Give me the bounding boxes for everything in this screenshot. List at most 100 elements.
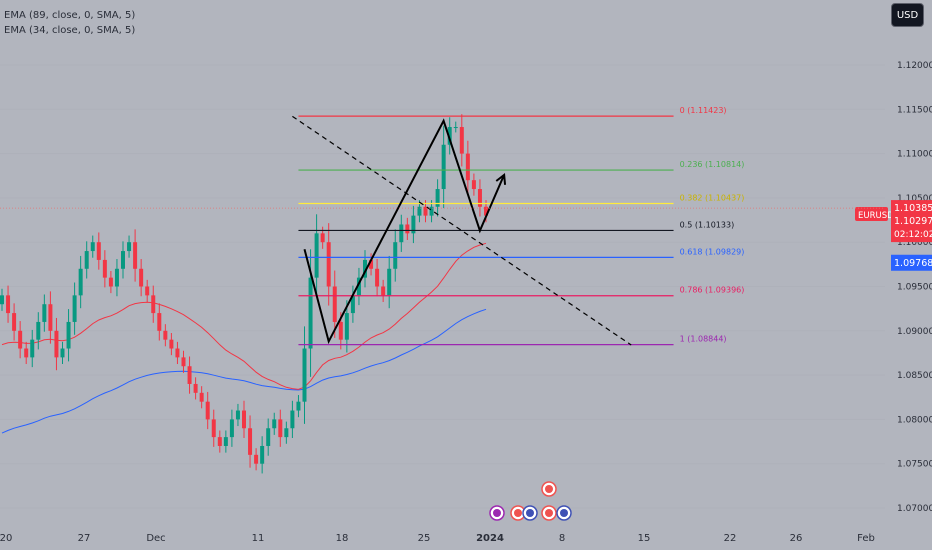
time-tick-label: Dec	[146, 533, 165, 544]
candle-body	[411, 215, 416, 234]
current-price-badge	[891, 200, 932, 243]
candle-body	[465, 153, 470, 181]
price-tick-label: 1.08500	[897, 371, 932, 381]
candle-body	[399, 224, 404, 243]
currency-button[interactable]: USD	[891, 3, 924, 27]
fib-level-label: 1 (1.08844)	[680, 335, 727, 344]
candle-body	[320, 233, 325, 243]
fib-level-label: 0.618 (1.09829)	[680, 247, 745, 256]
ema-89-legend[interactable]: EMA (89, close, 0, SMA, 5)	[4, 10, 136, 21]
price-tick-label: 1.12000	[897, 61, 932, 71]
candles	[0, 114, 488, 474]
candle-body	[223, 437, 228, 446]
economic-events[interactable]	[489, 481, 572, 521]
candle-body	[78, 268, 83, 296]
candle-body	[127, 242, 132, 252]
candle-body	[36, 321, 41, 340]
candle-body	[441, 144, 446, 190]
time-tick-label: 2024	[476, 533, 504, 544]
candle-body	[60, 348, 65, 358]
price-tick-label: 1.07000	[897, 504, 932, 514]
candle-body	[12, 313, 17, 331]
event-icon-us-dot	[545, 509, 553, 517]
drawing-annotations[interactable]	[292, 115, 632, 346]
bar-timer-label: 02:12:02	[894, 230, 932, 240]
ema-89-line	[1, 308, 487, 434]
fibonacci-retracement[interactable]: 0 (1.11423) 0.236 (1.10814) 0.382 (1.10437…	[298, 106, 745, 346]
candle-body	[284, 428, 289, 438]
candle-body	[211, 419, 216, 438]
candle-body	[429, 206, 434, 216]
candle-body	[254, 454, 259, 464]
fib-level-label: 0.786 (1.09396)	[680, 286, 745, 295]
candle-body	[369, 259, 374, 269]
candle-body	[242, 410, 246, 429]
candle-body	[447, 127, 452, 145]
arrowhead	[495, 172, 507, 185]
time-tick-label: 15	[638, 533, 651, 544]
price-tick-label: 1.09000	[897, 327, 932, 337]
event-icon-eu-dot	[526, 509, 534, 517]
price-tick-label: 1.10000	[897, 238, 932, 248]
candle-body	[42, 304, 47, 322]
time-axis[interactable]: 20 27 Dec 11 18 25 2024 8 15 22 26 Feb	[0, 533, 875, 544]
candle-body	[344, 313, 349, 340]
candle-body	[169, 339, 174, 349]
time-tick-label: 20	[0, 533, 12, 544]
ema-89-badge	[891, 254, 932, 271]
candle-body	[248, 428, 253, 455]
price-axis[interactable]: 1.12000 1.11500 1.11000 1.10500 1.10000 1.095…	[0, 61, 932, 514]
candle-body	[24, 348, 29, 358]
ema-34-line	[1, 242, 487, 390]
candle-body	[260, 445, 265, 464]
candle-body	[387, 268, 392, 296]
candle-body	[18, 330, 23, 349]
candle-body	[326, 242, 331, 287]
ema-34-path	[1, 242, 487, 390]
candle-body	[193, 383, 198, 393]
time-tick-label: 26	[790, 533, 803, 544]
candle-body	[332, 286, 337, 322]
candle-body	[217, 437, 222, 446]
candle-body	[290, 410, 295, 429]
time-tick-label: 25	[418, 533, 431, 544]
candle-body	[350, 295, 355, 314]
candle-body	[459, 127, 464, 154]
candle-body	[108, 277, 113, 287]
candle-body	[381, 286, 386, 296]
candle-body	[417, 206, 422, 216]
candle-body	[0, 295, 4, 305]
price-tick-label: 1.07500	[897, 460, 932, 470]
time-tick-label: 18	[336, 533, 349, 544]
candle-body	[48, 304, 53, 331]
candle-body	[356, 277, 361, 296]
price-tick-label: 1.11000	[897, 150, 932, 160]
candle-body	[235, 410, 240, 420]
candle-body	[84, 251, 89, 269]
candle-body	[54, 330, 59, 358]
event-icon-us-dot	[514, 509, 522, 517]
candle-body	[121, 251, 125, 269]
candle-body	[338, 321, 343, 340]
event-icon-us-dot	[545, 485, 553, 493]
candle-body	[175, 348, 180, 358]
fib-level-label: 0 (1.11423)	[680, 106, 727, 115]
candle-body	[6, 295, 11, 314]
candle-body	[102, 259, 107, 278]
candle-body	[405, 224, 410, 234]
candle-body	[139, 268, 144, 287]
zigzag-projection	[303, 118, 506, 345]
fib-level-label: 0.236 (1.10814)	[680, 160, 745, 169]
price-tick-label: 1.09500	[897, 283, 932, 293]
candle-body	[205, 401, 210, 420]
candle-body	[163, 330, 168, 340]
candle-body	[187, 366, 192, 384]
candle-body	[151, 295, 156, 314]
ema-34-legend[interactable]: EMA (34, close, 0, SMA, 5)	[4, 25, 136, 36]
time-tick-label: 8	[559, 533, 565, 544]
grid	[0, 64, 885, 509]
candle-body	[145, 286, 150, 296]
candle-body	[393, 242, 398, 269]
current-price-label: 1.10385	[894, 203, 932, 214]
